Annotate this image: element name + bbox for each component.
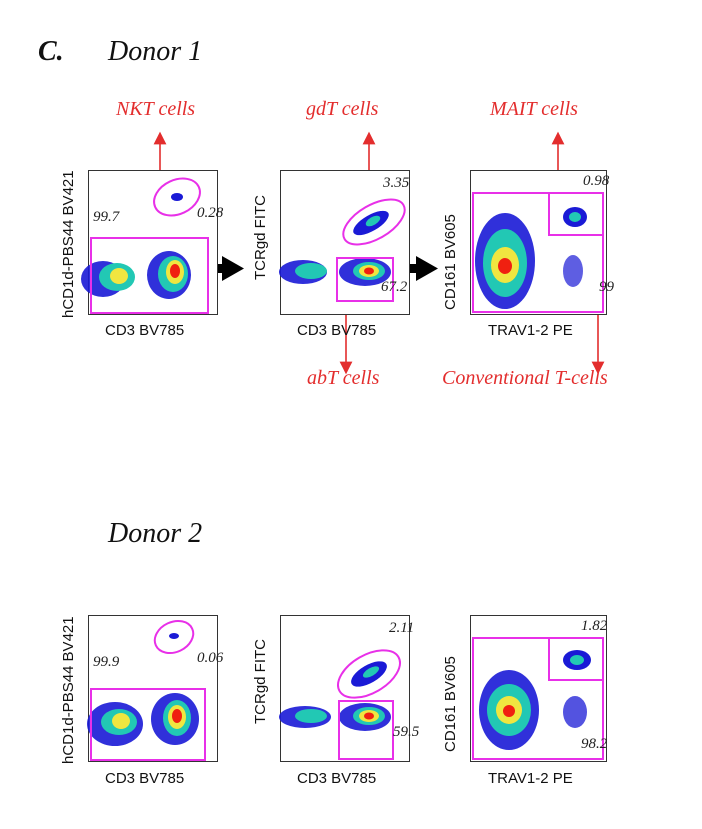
conventional-gate (472, 637, 604, 760)
x-axis-label: CD3 BV785 (297, 770, 377, 787)
gate-percent: 3.35 (383, 175, 410, 191)
density-cloud (479, 650, 591, 750)
gate-percent: 99.9 (93, 654, 120, 670)
donor1-plot-gdt: 3.35 67.2 (279, 170, 410, 315)
x-axis-label: CD3 BV785 (105, 770, 185, 787)
density-cloud (279, 661, 391, 731)
mait-cells-label: MAIT cells (490, 98, 578, 120)
gate-percent: 2.11 (389, 620, 415, 636)
gdt-gate (337, 649, 401, 699)
density-plot (279, 198, 406, 302)
y-axis-label: TCRgd FITC (252, 194, 269, 280)
nkt-gate (153, 619, 195, 655)
panel-letter: C. (38, 36, 64, 67)
x-axis-label: TRAV1-2 PE (488, 322, 573, 339)
x-axis-label: CD3 BV785 (297, 322, 377, 339)
gdt-gate (342, 198, 406, 246)
gate-percent: 67.2 (381, 279, 408, 295)
donor2-plot-gdt: 2.11 59.5 (279, 615, 419, 762)
conventional-t-cells-label: Conventional T-cells (442, 367, 608, 389)
donor-2-title: Donor 2 (108, 518, 203, 549)
density-plot (81, 177, 209, 314)
density-cloud (475, 207, 587, 309)
abt-gate (336, 257, 394, 302)
density-plot (472, 192, 604, 313)
y-axis-label: hCD1d-PBS44 BV421 (60, 616, 77, 764)
mait-gate (548, 192, 604, 236)
gate-percent: 99 (599, 279, 614, 295)
donor2-plot-nkt: 99.9 0.06 (87, 615, 223, 762)
donor1-plot-nkt: 99.7 0.28 (81, 170, 223, 315)
y-axis-label: CD161 BV605 (442, 214, 459, 310)
non-nkt-gate (90, 237, 209, 314)
donor1-plot-mait: 0.98 99 (470, 170, 614, 315)
density-plot (87, 619, 206, 761)
gate-percent: 59.5 (393, 724, 420, 740)
density-cloud (87, 633, 199, 746)
gdt-cells-label: gdT cells (306, 98, 379, 120)
density-cloud (279, 210, 391, 286)
nkt-cells-label: NKT cells (116, 98, 196, 120)
gate-percent: 99.7 (93, 209, 120, 225)
donor-1-title: Donor 1 (108, 36, 203, 67)
gate-percent: 1.82 (581, 618, 608, 634)
abt-gate (338, 700, 394, 760)
gate-percent: 0.28 (197, 205, 224, 221)
gate-percent: 0.98 (583, 173, 610, 189)
density-plot (472, 637, 604, 760)
density-plot (279, 649, 401, 760)
x-axis-label: TRAV1-2 PE (488, 770, 573, 787)
y-axis-label: TCRgd FITC (252, 638, 269, 724)
x-axis-label: CD3 BV785 (105, 322, 185, 339)
gate-percent: 98.2 (581, 736, 608, 752)
y-axis-label: hCD1d-PBS44 BV421 (60, 170, 77, 318)
mait-gate (548, 637, 604, 681)
nkt-gate (153, 177, 201, 217)
non-nkt-gate (90, 688, 206, 761)
donor2-plot-mait: 1.82 98.2 (470, 615, 607, 762)
conventional-gate (472, 192, 604, 313)
gate-percent: 0.06 (197, 650, 224, 666)
abt-cells-label: abT cells (307, 367, 380, 389)
y-axis-label: CD161 BV605 (442, 656, 459, 752)
